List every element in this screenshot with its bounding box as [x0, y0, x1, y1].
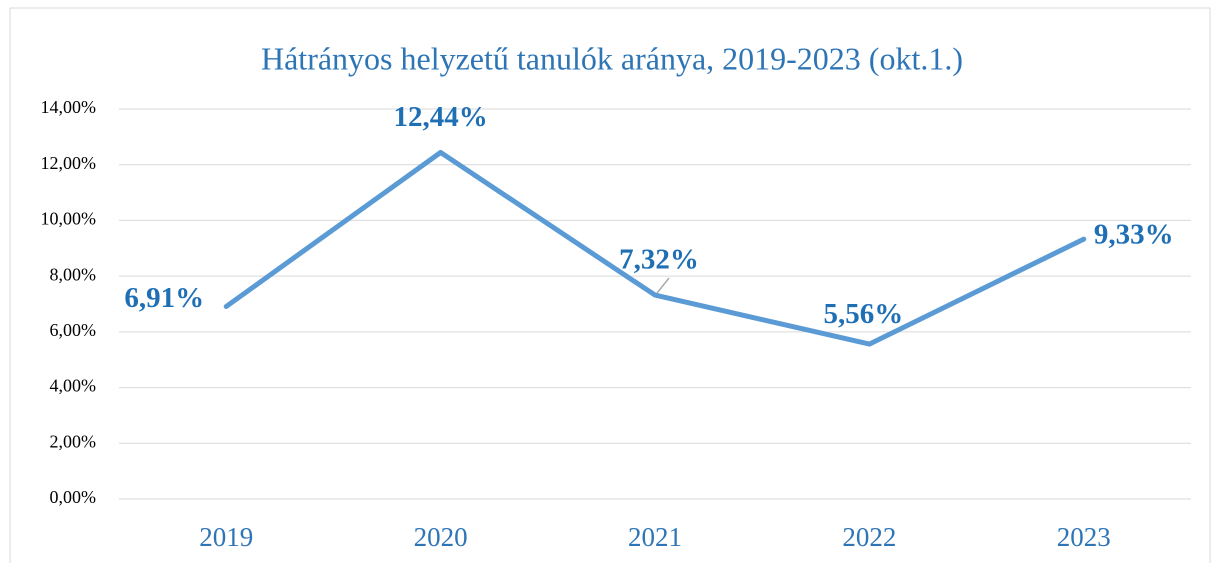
y-tick-label: 2,00% — [50, 431, 97, 451]
x-tick-label: 2023 — [1057, 522, 1111, 552]
y-tick-label: 8,00% — [50, 264, 97, 284]
x-tick-label: 2020 — [414, 522, 468, 552]
data-label: 9,33% — [1094, 219, 1174, 251]
y-tick-label: 14,00% — [41, 97, 97, 117]
y-tick-label: 4,00% — [50, 376, 97, 396]
data-label: 5,56% — [824, 298, 904, 330]
data-label: 6,91% — [124, 282, 204, 314]
x-tick-label: 2019 — [199, 522, 253, 552]
x-tick-label: 2021 — [628, 522, 682, 552]
y-tick-label: 12,00% — [41, 153, 97, 173]
data-line — [223, 149, 1087, 347]
data-label: 7,32% — [619, 244, 699, 276]
chart-border — [9, 7, 1211, 563]
leader-line — [656, 277, 670, 294]
y-tick-label: 0,00% — [50, 487, 97, 507]
y-tick-label: 6,00% — [50, 320, 97, 340]
x-tick-label: 2022 — [842, 522, 896, 552]
y-tick-label: 10,00% — [41, 209, 97, 229]
data-label: 12,44% — [393, 101, 487, 133]
chart-title: Hátrányos helyzetű tanulók aránya, 2019-… — [261, 40, 963, 76]
